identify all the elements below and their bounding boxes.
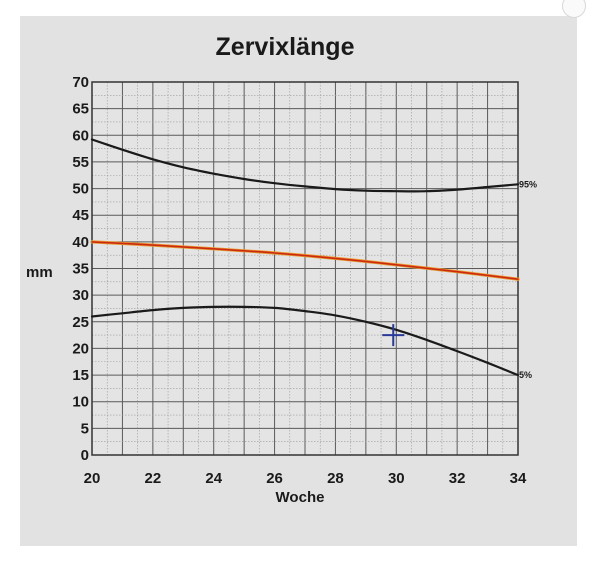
chart-series [90,138,520,377]
x-tick-label: 34 [510,470,527,487]
y-tick-label: 25 [72,314,89,331]
y-tick-label: 5 [81,420,89,437]
y-tick-label: 40 [72,234,89,251]
95th-percentile-line [90,138,520,193]
y-tick-label: 70 [72,74,89,91]
chart-grid [91,81,519,456]
y-tick-label: 35 [72,261,89,278]
x-tick-label: 32 [449,470,466,487]
y-tick-label: 20 [72,340,89,357]
x-tick-label: 26 [266,470,283,487]
corner-circle-icon [562,0,586,18]
x-tick-label: 28 [327,470,344,487]
y-tick-label: 15 [72,367,89,384]
x-tick-label: 30 [388,470,405,487]
y-tick-label: 60 [72,127,89,144]
x-tick-label: 22 [145,470,162,487]
x-tick-labels: 20 22 24 26 28 30 32 34 [84,470,527,487]
x-tick-label: 20 [84,470,101,487]
y-tick-label: 45 [72,207,89,224]
plot-border [91,81,519,456]
y-tick-label: 0 [81,447,89,464]
y-tick-label: 30 [72,287,89,304]
y-tick-label: 65 [72,101,89,118]
5th-percentile-label: 5% [519,370,532,380]
y-axis-label: mm [26,264,53,281]
y-tick-label: 50 [72,181,89,198]
y-tick-label: 10 [72,394,89,411]
y-tick-labels: 0 5 10 15 20 25 30 35 40 45 50 55 60 65 70 [72,74,89,464]
measurement-marker [382,324,405,347]
x-axis-label: Woche [276,489,325,506]
y-tick-label: 55 [72,154,89,171]
chart-title: Zervixlänge [216,33,355,61]
median-line [91,241,519,280]
5th-percentile-line [90,305,520,377]
series-end-labels: 95% 5% [519,179,537,380]
x-tick-label: 24 [205,470,222,487]
95th-percentile-label: 95% [519,179,537,189]
